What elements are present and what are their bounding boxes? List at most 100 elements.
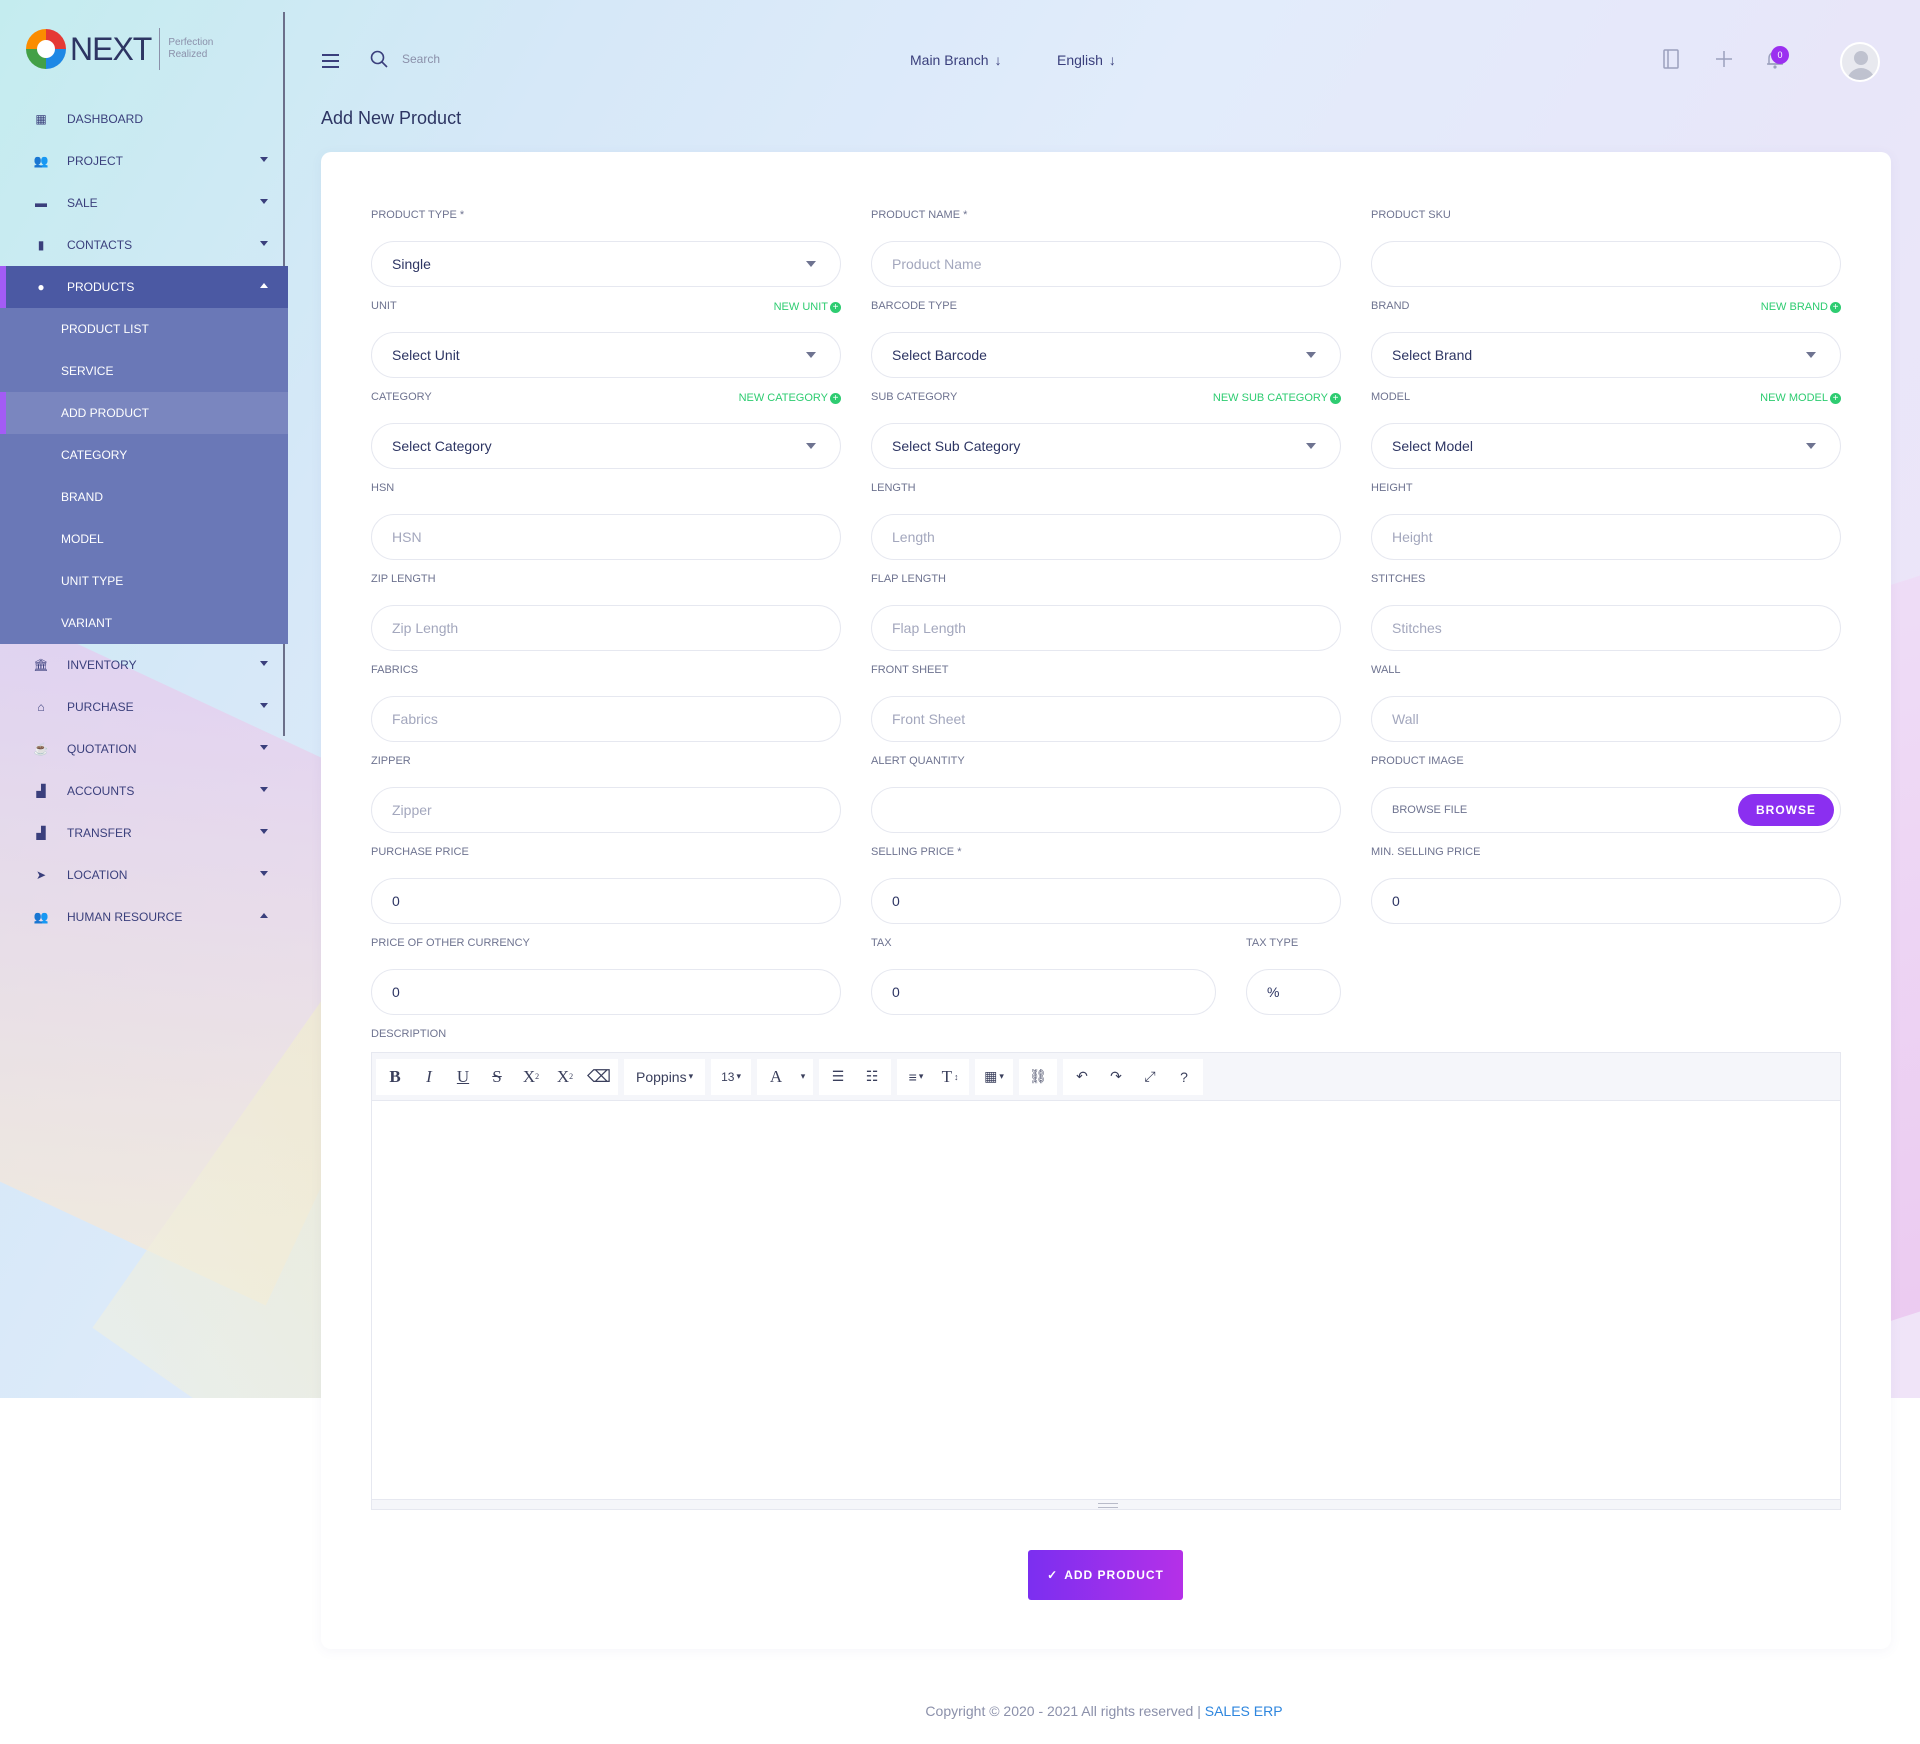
brand-select[interactable]: Select Brand bbox=[1371, 332, 1841, 378]
box-icon: ▬ bbox=[35, 196, 47, 210]
new-brand-link[interactable]: NEW BRAND + bbox=[1761, 300, 1841, 314]
sub-item-add-product[interactable]: ADD PRODUCT bbox=[0, 392, 288, 434]
sidebar-item-contacts[interactable]: ▮ CONTACTS bbox=[0, 224, 288, 266]
tax-type-input[interactable]: % bbox=[1246, 969, 1341, 1015]
bold-icon[interactable]: B bbox=[389, 1066, 401, 1086]
tax-input[interactable]: 0 bbox=[871, 969, 1216, 1015]
sub-item-brand[interactable]: BRAND bbox=[61, 490, 104, 504]
logo[interactable]: NEXT Perfection Realized bbox=[26, 26, 213, 72]
category-select[interactable]: Select Category bbox=[371, 423, 841, 469]
language-dropdown[interactable]: English ↓ bbox=[1057, 52, 1116, 68]
eraser-icon[interactable]: ⌫ bbox=[586, 1066, 612, 1086]
plus-circle-icon: + bbox=[1830, 392, 1841, 404]
footer-link[interactable]: SALES ERP bbox=[1204, 1703, 1283, 1719]
sidebar-item-products[interactable]: ● PRODUCTS bbox=[0, 266, 288, 308]
stitches-field: STITCHES Stitches bbox=[1371, 573, 1841, 651]
sidebar-item-accounts[interactable]: ▟ ACCOUNTS bbox=[0, 770, 288, 812]
search-input[interactable] bbox=[402, 50, 602, 68]
font-family-dropdown[interactable]: Poppins ▾ bbox=[636, 1068, 694, 1085]
product-name-input[interactable]: Product Name bbox=[871, 241, 1341, 287]
fullscreen-icon[interactable]: ⤢ bbox=[1144, 1068, 1156, 1084]
zipper-field: ZIPPER Zipper bbox=[371, 755, 841, 833]
zip-length-input[interactable]: Zip Length bbox=[371, 605, 841, 651]
min-selling-price-input[interactable]: 0 bbox=[1371, 878, 1841, 924]
page-title: Add New Product bbox=[321, 108, 462, 128]
notification-badge: 0 bbox=[1771, 46, 1789, 64]
new-unit-link[interactable]: NEW UNIT + bbox=[774, 300, 841, 314]
product-image-file-input[interactable]: BROWSE FILE BROWSE bbox=[1371, 787, 1841, 833]
barcode-type-select[interactable]: Select Barcode bbox=[871, 332, 1341, 378]
avatar[interactable] bbox=[1840, 42, 1880, 82]
help-icon[interactable]: ? bbox=[1180, 1068, 1188, 1085]
ordered-list-icon[interactable]: ☰ bbox=[831, 1068, 845, 1084]
new-model-link[interactable]: NEW MODEL + bbox=[1760, 391, 1841, 405]
sub-item-unit-type[interactable]: UNIT TYPE bbox=[61, 574, 124, 588]
alert-quantity-input[interactable] bbox=[871, 787, 1341, 833]
chevron-down-icon[interactable]: ▾ bbox=[800, 1071, 806, 1081]
new-sub-category-link[interactable]: NEW SUB CATEGORY + bbox=[1213, 391, 1341, 405]
model-select[interactable]: Select Model bbox=[1371, 423, 1841, 469]
product-type-select[interactable]: Single bbox=[371, 241, 841, 287]
height-input[interactable]: Height bbox=[1371, 514, 1841, 560]
redo-icon[interactable]: ↷ bbox=[1110, 1068, 1122, 1084]
sub-item-service[interactable]: SERVICE bbox=[61, 364, 114, 378]
new-category-link[interactable]: NEW CATEGORY + bbox=[739, 391, 841, 405]
sub-item-product-list[interactable]: PRODUCT LIST bbox=[61, 322, 149, 336]
text-color-icon[interactable]: A bbox=[769, 1066, 783, 1086]
sub-item-category[interactable]: CATEGORY bbox=[61, 448, 128, 462]
italic-icon[interactable]: I bbox=[426, 1066, 432, 1086]
unordered-list-icon[interactable]: ☷ bbox=[865, 1068, 879, 1084]
caret-down-icon bbox=[806, 443, 816, 449]
hsn-input[interactable]: HSN bbox=[371, 514, 841, 560]
undo-icon[interactable]: ↶ bbox=[1076, 1068, 1088, 1084]
wall-input[interactable]: Wall bbox=[1371, 696, 1841, 742]
front-sheet-input[interactable]: Front Sheet bbox=[871, 696, 1341, 742]
line-height-icon[interactable]: T ↕ bbox=[941, 1066, 959, 1086]
zip-length-field: ZIP LENGTH Zip Length bbox=[371, 573, 841, 651]
editor-resize-handle[interactable] bbox=[372, 1499, 1840, 1509]
sub-item-model[interactable]: MODEL bbox=[61, 532, 104, 546]
length-input[interactable]: Length bbox=[871, 514, 1341, 560]
sidebar-item-location[interactable]: ➤ LOCATION bbox=[0, 854, 288, 896]
notebook-icon[interactable] bbox=[1660, 48, 1682, 70]
bank-icon: 🏛 bbox=[33, 658, 49, 672]
location-arrow-icon: ➤ bbox=[35, 868, 47, 882]
sidebar-item-project[interactable]: 👥 PROJECT bbox=[0, 140, 288, 182]
link-icon[interactable]: ⛓ bbox=[1029, 1068, 1047, 1084]
fabrics-input[interactable]: Fabrics bbox=[371, 696, 841, 742]
menu-toggle-icon[interactable] bbox=[322, 54, 339, 68]
purchase-price-input[interactable]: 0 bbox=[371, 878, 841, 924]
sidebar-item-transfer[interactable]: ▟ TRANSFER bbox=[0, 812, 288, 854]
strikethrough-icon[interactable]: S bbox=[492, 1066, 502, 1086]
stitches-input[interactable]: Stitches bbox=[1371, 605, 1841, 651]
sidebar-item-purchase[interactable]: ⌂ PURCHASE bbox=[0, 686, 288, 728]
sidebar-item-human-resource[interactable]: 👥 HUMAN RESOURCE bbox=[0, 896, 288, 938]
sub-category-select[interactable]: Select Sub Category bbox=[871, 423, 1341, 469]
flap-length-input[interactable]: Flap Length bbox=[871, 605, 1341, 651]
align-icon[interactable]: ≡ ▾ bbox=[908, 1068, 924, 1085]
unit-select[interactable]: Select Unit bbox=[371, 332, 841, 378]
zipper-input[interactable]: Zipper bbox=[371, 787, 841, 833]
product-sku-input[interactable] bbox=[1371, 241, 1841, 287]
browse-button[interactable]: BROWSE bbox=[1738, 794, 1834, 826]
selling-price-input[interactable]: 0 bbox=[871, 878, 1341, 924]
underline-icon[interactable]: U bbox=[456, 1066, 470, 1086]
font-size-dropdown[interactable]: 13 ▾ bbox=[721, 1069, 742, 1084]
chevron-down-icon bbox=[260, 157, 268, 162]
price-other-currency-input[interactable]: 0 bbox=[371, 969, 841, 1015]
table-icon[interactable]: ▦ ▾ bbox=[984, 1068, 1004, 1084]
sidebar-item-inventory[interactable]: 🏛 INVENTORY bbox=[0, 644, 288, 686]
add-product-button[interactable]: ✓ ADD PRODUCT bbox=[1028, 1550, 1183, 1600]
search-icon[interactable] bbox=[370, 50, 388, 68]
sidebar-item-quotation[interactable]: ☕ QUOTATION bbox=[0, 728, 288, 770]
branch-dropdown[interactable]: Main Branch ↓ bbox=[910, 52, 1002, 68]
plus-circle-icon: + bbox=[1330, 392, 1341, 404]
logo-text: NEXT bbox=[70, 30, 152, 67]
sidebar-item-sale[interactable]: ▬ SALE bbox=[0, 182, 288, 224]
sub-item-variant[interactable]: VARIANT bbox=[61, 616, 113, 630]
sidebar-item-dashboard[interactable]: ▦ DASHBOARD bbox=[35, 112, 144, 126]
plus-icon[interactable] bbox=[1713, 48, 1735, 70]
